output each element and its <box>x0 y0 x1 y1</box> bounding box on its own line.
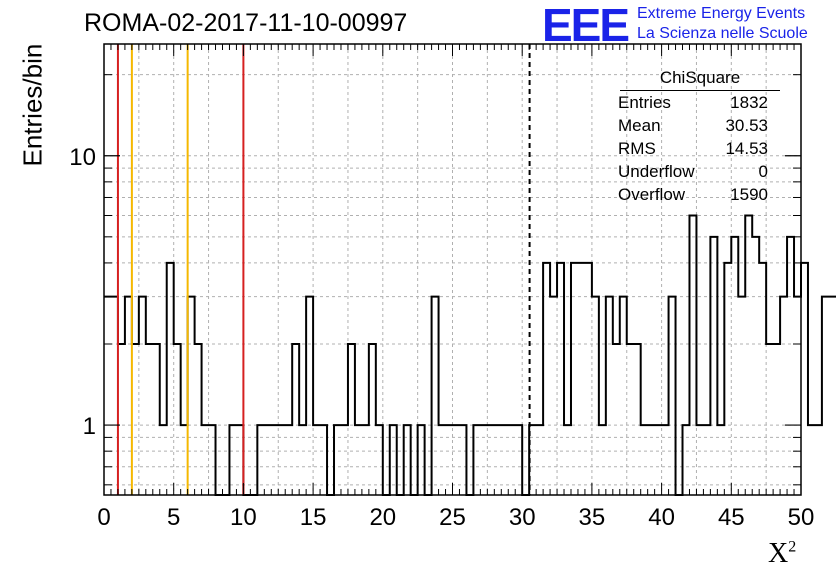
x-tick-label: 45 <box>718 504 745 531</box>
stats-value: 30.53 <box>725 116 768 135</box>
x-tick-label: 30 <box>509 504 536 531</box>
chart-title: ROMA-02-2017-11-10-00997 <box>84 9 408 37</box>
plot-frame <box>103 43 802 496</box>
x-tick-label: 15 <box>300 504 327 531</box>
stats-row: Underflow 0 <box>612 160 780 183</box>
stats-value: 1590 <box>730 185 768 204</box>
x-tick-label: 50 <box>788 504 815 531</box>
y-tick-labels: 1 10 <box>69 144 96 440</box>
stats-label: Mean <box>618 116 661 135</box>
stats-row: Overflow 1590 <box>612 183 780 206</box>
x-tick-label: 5 <box>167 504 180 531</box>
stats-box: ChiSquare Entries 1832 Mean 30.53 RMS 14.53 Un… <box>612 68 780 206</box>
stats-value: 0 <box>758 162 768 181</box>
x-axis-label: X2 <box>768 538 797 569</box>
stats-label: Underflow <box>618 162 695 181</box>
x-tick-label: 0 <box>97 504 110 531</box>
stats-title: ChiSquare <box>620 68 780 91</box>
x-tick-label: 20 <box>369 504 396 531</box>
histogram-series <box>104 214 836 496</box>
x-tick-labels: 0 5 10 15 20 25 30 35 40 45 50 <box>97 504 814 531</box>
histogram-line <box>104 214 836 496</box>
stats-label: Entries <box>618 93 671 112</box>
stats-label: RMS <box>618 139 656 158</box>
marker-lines <box>116 44 531 495</box>
x-tick-label: 35 <box>579 504 606 531</box>
logo-line-2: La Scienza nelle Scuole <box>637 25 808 42</box>
eee-logo-mark: EEE <box>542 0 630 51</box>
y-tick-label: 1 <box>83 413 96 440</box>
y-tick-label: 10 <box>69 144 96 171</box>
x-tick-label: 25 <box>439 504 466 531</box>
x-tick-label: 10 <box>230 504 257 531</box>
stats-value: 14.53 <box>725 139 768 158</box>
stats-label: Overflow <box>618 185 686 204</box>
grid-lines <box>104 44 801 495</box>
stats-value: 1832 <box>730 93 768 112</box>
x-tick-label: 40 <box>648 504 675 531</box>
stats-row: RMS 14.53 <box>612 137 780 160</box>
axis-ticks <box>103 44 802 495</box>
stats-row: Entries 1832 <box>612 91 780 114</box>
stats-row: Mean 30.53 <box>612 114 780 137</box>
logo-line-1: Extreme Energy Events <box>637 5 806 22</box>
